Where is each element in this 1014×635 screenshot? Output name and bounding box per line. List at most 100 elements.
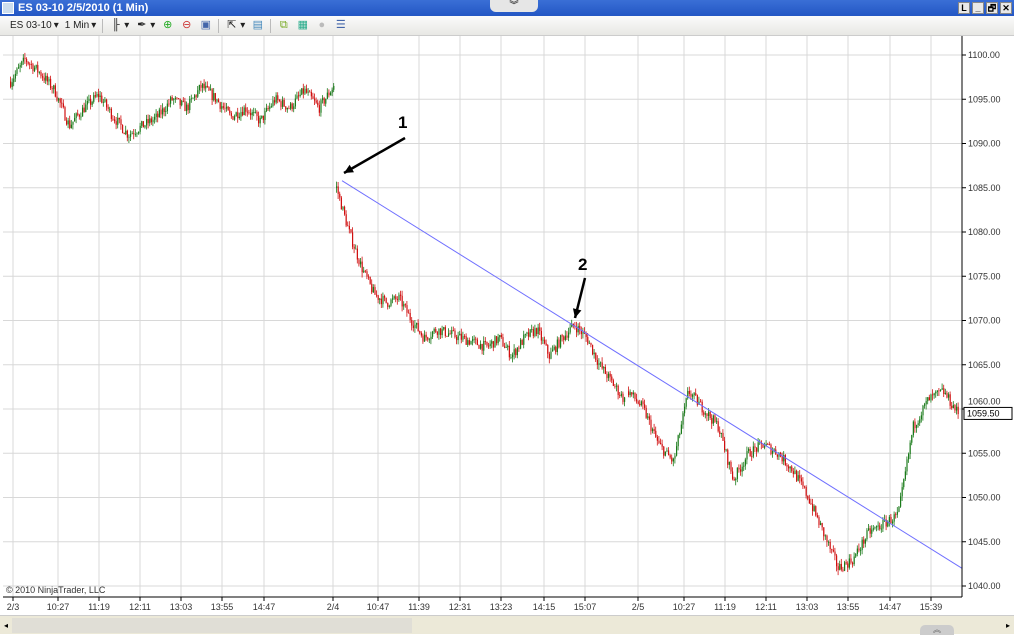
interval-dropdown[interactable]: 1 Min ▾ — [65, 20, 96, 31]
candle — [703, 412, 705, 415]
candle — [764, 446, 766, 448]
candle — [181, 100, 183, 106]
candle — [943, 388, 945, 394]
candle — [768, 443, 770, 445]
strategies-icon[interactable]: ⧉ — [279, 19, 288, 31]
candle — [619, 395, 621, 396]
candle — [481, 344, 483, 351]
properties-icon[interactable]: ▣ — [200, 19, 211, 31]
candle — [879, 525, 881, 530]
candle — [142, 121, 144, 128]
candle — [502, 337, 504, 347]
candle — [496, 336, 498, 344]
candle — [77, 113, 79, 115]
candle — [128, 136, 130, 138]
candle — [776, 454, 778, 457]
candle — [579, 325, 581, 331]
candle — [685, 398, 687, 407]
candle — [451, 330, 453, 334]
indicators-icon[interactable]: ▦ — [297, 19, 309, 31]
candle — [69, 120, 71, 129]
candle — [424, 334, 426, 342]
candle — [483, 341, 485, 351]
candle — [916, 424, 918, 429]
candle — [266, 108, 268, 112]
candle — [529, 329, 531, 337]
candle — [903, 479, 905, 488]
price-chart[interactable]: 1 2 1100.00 1095.00 1090.00 1085.00 1080.00 107… — [0, 36, 1014, 615]
horizontal-scrollbar[interactable]: ◂ ︽ ▸ — [0, 615, 1014, 635]
candle — [520, 339, 522, 349]
zoom-out-icon[interactable]: ⊖ — [182, 19, 192, 31]
candle — [692, 395, 694, 397]
collapse-toolbar-button[interactable]: ︾ — [490, 0, 538, 12]
candle — [690, 393, 692, 397]
candle — [160, 109, 162, 115]
candle — [90, 98, 92, 105]
minimize-button[interactable]: _ — [972, 2, 984, 14]
close-button[interactable]: ✕ — [1000, 2, 1012, 14]
candle — [596, 359, 598, 365]
link-button[interactable]: L — [958, 2, 970, 14]
candle — [227, 106, 229, 111]
candle — [110, 108, 112, 119]
candle — [792, 471, 794, 475]
candle — [235, 112, 237, 117]
candle — [874, 527, 876, 529]
candle — [460, 333, 462, 340]
candle — [818, 517, 820, 526]
candle — [677, 435, 679, 447]
candle — [364, 270, 366, 272]
expand-panel-button[interactable]: ︽ — [920, 625, 954, 635]
candle — [436, 332, 438, 335]
candle — [470, 341, 472, 345]
candle — [398, 294, 400, 301]
candle — [484, 341, 486, 342]
x-tick-label: 14:47 — [879, 602, 902, 612]
draw-button[interactable]: ✒ ▾ — [137, 19, 156, 31]
candle — [553, 346, 555, 350]
candle — [866, 530, 868, 540]
candle — [347, 225, 349, 227]
candle — [844, 562, 846, 571]
candle — [448, 333, 450, 337]
candle — [290, 103, 292, 109]
bar-type-button[interactable]: ╟ ▾ — [109, 19, 129, 32]
candle — [102, 101, 104, 103]
candle — [387, 302, 389, 307]
candle — [946, 392, 948, 398]
candle — [114, 119, 116, 122]
data-box-icon[interactable]: ▤ — [252, 19, 264, 31]
scroll-left-icon[interactable]: ◂ — [3, 621, 8, 630]
candle — [852, 562, 854, 565]
instrument-dropdown[interactable]: ES 03-10 ▾ — [10, 20, 59, 31]
candle — [518, 347, 520, 349]
candle — [679, 433, 681, 436]
x-tick-label: 2/5 — [632, 602, 645, 612]
candle — [478, 345, 480, 349]
candle — [264, 111, 266, 121]
candle — [155, 113, 157, 117]
candle — [644, 404, 646, 408]
candle — [134, 133, 136, 135]
candle — [940, 389, 942, 391]
candle — [16, 68, 18, 74]
candle — [11, 82, 13, 87]
restore-button[interactable]: 🗗 — [986, 2, 998, 14]
candle — [221, 106, 223, 109]
zoom-in-icon[interactable]: ⊕ — [163, 19, 173, 31]
scroll-track[interactable] — [12, 618, 412, 633]
chart-trader-icon[interactable]: ☰ — [335, 19, 346, 31]
candle — [920, 415, 922, 420]
scroll-right-icon[interactable]: ▸ — [1005, 621, 1010, 630]
candle — [136, 133, 138, 135]
candle — [735, 478, 737, 481]
x-tick-label: 14:47 — [253, 602, 276, 612]
candle — [716, 421, 718, 423]
candle — [832, 549, 834, 552]
candle — [919, 419, 921, 424]
y-tick-label: 1070.00 — [968, 316, 1001, 326]
cursor-button[interactable]: ⇱ ▾ — [227, 19, 246, 31]
candle — [900, 496, 902, 507]
candle — [824, 535, 826, 537]
